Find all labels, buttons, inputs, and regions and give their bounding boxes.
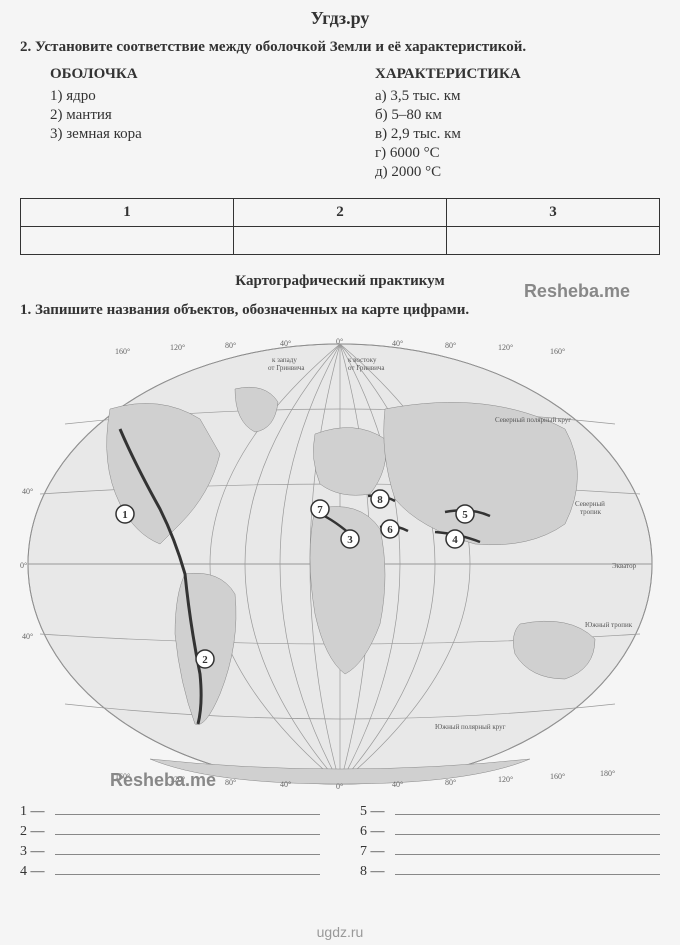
map-lon-label: 160°	[550, 347, 565, 356]
ans-num: 5 —	[360, 804, 395, 820]
table-header: 2	[234, 199, 447, 227]
q2-col1-item: 1) ядро	[50, 88, 335, 105]
map-line-label: Северный	[575, 500, 605, 508]
q1-text: Запишите названия объектов, обозначенных…	[35, 302, 469, 318]
map-lon-label: 40°	[392, 339, 403, 348]
ans-blank	[395, 854, 660, 855]
ans-num: 4 —	[20, 864, 55, 880]
watermark: Resheba.me	[110, 770, 216, 791]
map-lat-label: 40°	[22, 632, 33, 641]
map-marker-label: 7	[317, 504, 323, 516]
map-lon-label: 120°	[498, 343, 513, 352]
map-lat-label: 40°	[22, 487, 33, 496]
ans-blank	[395, 814, 660, 815]
map-lon-label: 180°	[600, 769, 615, 778]
map-marker-label: 5	[462, 509, 468, 521]
map-marker-label: 1	[122, 509, 128, 521]
map-lon-label: 160°	[550, 772, 565, 781]
ans-num: 2 —	[20, 824, 55, 840]
map-lon-label: 80°	[445, 341, 456, 350]
question-2: 2. Установите соответствие между оболочк…	[20, 39, 660, 255]
map-pm-label: к западу	[272, 356, 297, 364]
q2-col1: ОБОЛОЧКА 1) ядро 2) мантия 3) земная кор…	[50, 66, 335, 183]
map-lon-label: 80°	[445, 778, 456, 787]
ans-blank	[55, 814, 320, 815]
q2-col2-item: д) 2000 °C	[375, 164, 660, 181]
ans-blank	[55, 854, 320, 855]
ans-num: 7 —	[360, 844, 395, 860]
map-marker-label: 2	[202, 654, 208, 666]
q2-col1-header: ОБОЛОЧКА	[50, 66, 335, 83]
table-cell	[234, 227, 447, 255]
table-cell	[21, 227, 234, 255]
ans-blank	[395, 834, 660, 835]
page-header: Угдз.ру	[20, 8, 660, 29]
question-1: 1. Запишите названия объектов, обозначен…	[20, 302, 660, 319]
table-header: 3	[447, 199, 660, 227]
q2-col2-item: а) 3,5 тыс. км	[375, 88, 660, 105]
map-lon-label: 120°	[498, 775, 513, 784]
table-cell	[447, 227, 660, 255]
world-map: 1 2 3 4 5 6 7 8 160° 120° 80° 40° 0° 40° 80° 12…	[20, 334, 660, 794]
map-lat-label: 0°	[20, 561, 27, 570]
q2-col2-item: г) 6000 °C	[375, 145, 660, 162]
ans-blank	[55, 834, 320, 835]
map-pm-label: от Гринвича	[348, 364, 385, 372]
q2-text: Установите соответствие между оболочкой …	[35, 39, 526, 55]
map-marker-label: 8	[377, 494, 383, 506]
page-footer: ugdz.ru	[20, 924, 660, 940]
map-lon-label: 40°	[392, 780, 403, 789]
map-lon-label: 120°	[170, 343, 185, 352]
map-lon-label: 40°	[280, 339, 291, 348]
map-line-label: Северный полярный круг	[495, 416, 571, 424]
table-header: 1	[21, 199, 234, 227]
map-pm-label: к востоку	[348, 356, 377, 364]
map-line-label: Экватор	[612, 562, 637, 570]
map-lon-label: 40°	[280, 780, 291, 789]
map-lon-label: 0°	[336, 337, 343, 346]
answer-lines: 1 — 2 — 3 — 4 — 5 — 6 — 7 — 8 —	[20, 804, 660, 884]
q2-col1-item: 2) мантия	[50, 107, 335, 124]
map-line-label: тропик	[580, 508, 602, 516]
q1-num: 1.	[20, 302, 31, 318]
ans-num: 1 —	[20, 804, 55, 820]
q2-col2-item: в) 2,9 тыс. км	[375, 126, 660, 143]
q2-col2-item: б) 5–80 км	[375, 107, 660, 124]
q2-num: 2.	[20, 39, 31, 55]
map-lon-label: 80°	[225, 778, 236, 787]
map-lon-label: 0°	[336, 782, 343, 791]
q2-col1-item: 3) земная кора	[50, 126, 335, 143]
map-marker-label: 6	[387, 524, 393, 536]
watermark: Resheba.me	[524, 281, 630, 302]
ans-blank	[55, 874, 320, 875]
map-line-label: Южный полярный круг	[435, 723, 506, 731]
ans-blank	[395, 874, 660, 875]
map-lon-label: 160°	[115, 347, 130, 356]
map-lon-label: 80°	[225, 341, 236, 350]
map-pm-label: от Гринвича	[268, 364, 305, 372]
q2-col2-header: ХАРАКТЕРИСТИКА	[375, 66, 660, 83]
map-line-label: Южный тропик	[585, 621, 633, 629]
answer-table: 1 2 3	[20, 198, 660, 255]
ans-num: 6 —	[360, 824, 395, 840]
ans-num: 8 —	[360, 864, 395, 880]
map-marker-label: 3	[347, 534, 353, 546]
map-marker-label: 4	[452, 534, 458, 546]
ans-num: 3 —	[20, 844, 55, 860]
q2-col2: ХАРАКТЕРИСТИКА а) 3,5 тыс. км б) 5–80 км…	[375, 66, 660, 183]
